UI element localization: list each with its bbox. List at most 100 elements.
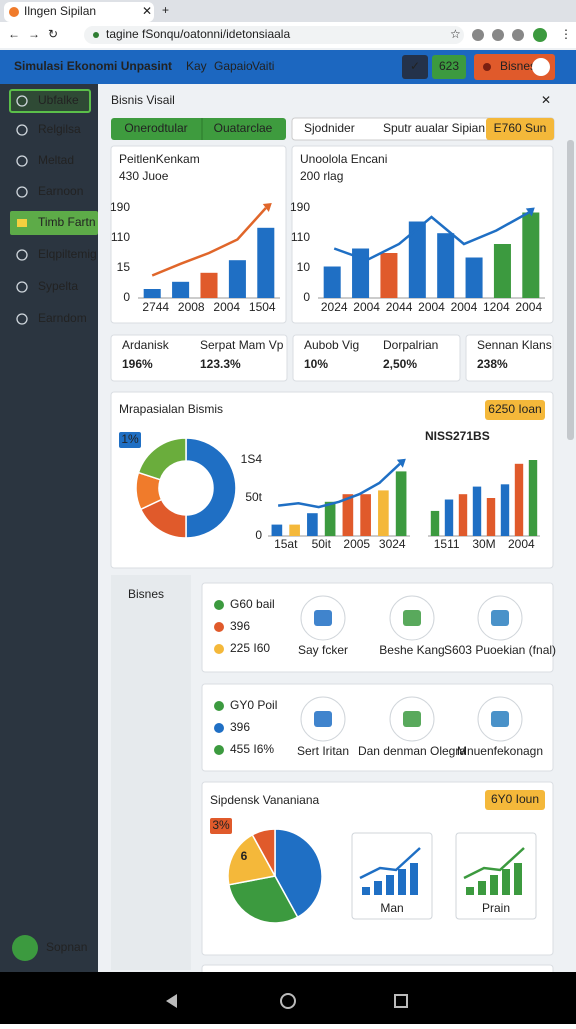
sidebar-selected [10, 211, 98, 235]
bar [458, 494, 468, 536]
header-link[interactable]: Gapaio [214, 59, 253, 73]
check-button[interactable] [402, 55, 428, 79]
new-tab[interactable]: + [162, 3, 169, 17]
header-link[interactable]: Vaiti [252, 59, 274, 73]
slice [227, 833, 277, 886]
chart-title: NISS271BS [425, 429, 490, 443]
sidebar-item[interactable]: Timb Fartn [38, 215, 96, 229]
y-label: 10 [297, 260, 311, 274]
sidebar-footer-icon [12, 935, 38, 961]
tab-button[interactable]: E760 Sun [494, 121, 547, 135]
y-label: 0 [123, 290, 130, 304]
sidebar-icon [16, 155, 28, 167]
tag [119, 432, 141, 448]
sidebar-item[interactable]: Meltad [38, 153, 74, 167]
bar [430, 510, 440, 536]
icon-label[interactable]: Beshe Kang [379, 643, 444, 657]
x-label: 1511 [434, 537, 460, 551]
bar [289, 524, 300, 536]
x-label: 2008 [178, 300, 205, 314]
nav-button[interactable]: ↻ [48, 27, 58, 41]
icon-label[interactable]: Dan denman Olegra [358, 744, 466, 758]
lock-icon [93, 32, 99, 38]
app-title: Simulasi Ekonomi Unpasint [14, 59, 172, 73]
tab-close[interactable]: ✕ [142, 4, 152, 18]
sidebar-item[interactable]: Elqpiltemig [38, 247, 97, 261]
icon-label[interactable]: Say fcker [298, 643, 348, 657]
thumb-bar [374, 881, 382, 895]
tab[interactable] [4, 2, 154, 22]
icon-glyph [314, 610, 332, 626]
sidebar-item[interactable]: Ubfalke [38, 93, 79, 107]
x-label: 30M [472, 537, 495, 551]
stat-value: 123.3% [200, 357, 241, 371]
extension-icon [472, 29, 484, 41]
check: ✓ [410, 59, 420, 73]
arrow-head [525, 207, 535, 217]
bisnes-button[interactable] [474, 54, 555, 80]
close[interactable]: ✕ [541, 93, 551, 107]
header-link[interactable]: Kay [186, 59, 207, 73]
icon-label[interactable]: Mnuenfekonagn [457, 744, 543, 758]
chart-title: PeitlenKenkam [119, 152, 200, 166]
sidebar-item[interactable]: Earnoon [38, 184, 83, 198]
sidebar-icon [16, 124, 28, 136]
x-label: 2044 [386, 300, 413, 314]
slice [251, 828, 276, 877]
y-label: 1S4 [241, 452, 263, 466]
card [465, 334, 554, 382]
y-label: 110 [111, 230, 130, 244]
bar [437, 233, 455, 298]
sidebar-item[interactable]: Relgilsa [38, 122, 81, 136]
url: tagine fSonqu/oatonni/idetonsiaala [106, 27, 290, 41]
trend-line [151, 207, 267, 277]
card [201, 582, 554, 673]
thumb-line [463, 847, 525, 880]
bar [271, 524, 283, 536]
legend-dot [214, 644, 224, 654]
x-label: 1504 [249, 300, 276, 314]
slice [137, 437, 187, 481]
bar [514, 463, 524, 536]
sidebar-item[interactable]: Earndom [38, 311, 87, 325]
trend-line [278, 462, 401, 509]
list-title: Bisnes [128, 587, 164, 601]
card [110, 334, 288, 382]
extension-icon [512, 29, 524, 41]
tab-button[interactable]: Sputr aualar Sipian [383, 121, 485, 135]
legend-dot [214, 723, 224, 733]
chart-subtitle: 200 rlag [300, 169, 343, 183]
x-label: 2004 [418, 300, 445, 314]
tag [210, 818, 232, 834]
bar [307, 513, 318, 536]
thumb-bar [362, 887, 370, 895]
icon-label[interactable]: Sert Iritan [297, 744, 349, 758]
thumb-label: Man [380, 901, 403, 915]
slice [185, 437, 237, 539]
nav-button[interactable]: ← [8, 27, 20, 41]
url-field[interactable] [84, 26, 464, 44]
bar [395, 471, 407, 536]
badge-text: 6250 Ioan [488, 402, 541, 416]
sidebar-item[interactable]: Sypelta [38, 279, 78, 293]
y-label: 110 [291, 230, 310, 244]
sidebar-footer[interactable]: Sopnan [46, 940, 87, 954]
stat-value: 2,50% [383, 357, 417, 371]
legend-text: 396 [230, 720, 250, 734]
bar [380, 253, 398, 298]
recents [394, 994, 408, 1008]
sidebar-icon [16, 95, 28, 107]
panel-title: Bisnis Visail [111, 93, 175, 107]
tab-button[interactable]: Ouatarclae [214, 121, 273, 135]
y-label: 50t [245, 490, 262, 504]
tab-button[interactable]: Sjodnider [304, 121, 355, 135]
back[interactable] [166, 994, 177, 1008]
section-title: Mrapasialan Bismis [119, 402, 223, 416]
tab-button[interactable]: Onerodtular [124, 121, 187, 135]
nav-button[interactable]: → [28, 27, 40, 41]
bar [360, 494, 371, 536]
legend-dot [214, 745, 224, 755]
bar [172, 281, 190, 298]
stat-label: Sennan Klans [477, 338, 552, 352]
icon-label[interactable]: S603 Puoekian (fnal) [444, 643, 556, 657]
